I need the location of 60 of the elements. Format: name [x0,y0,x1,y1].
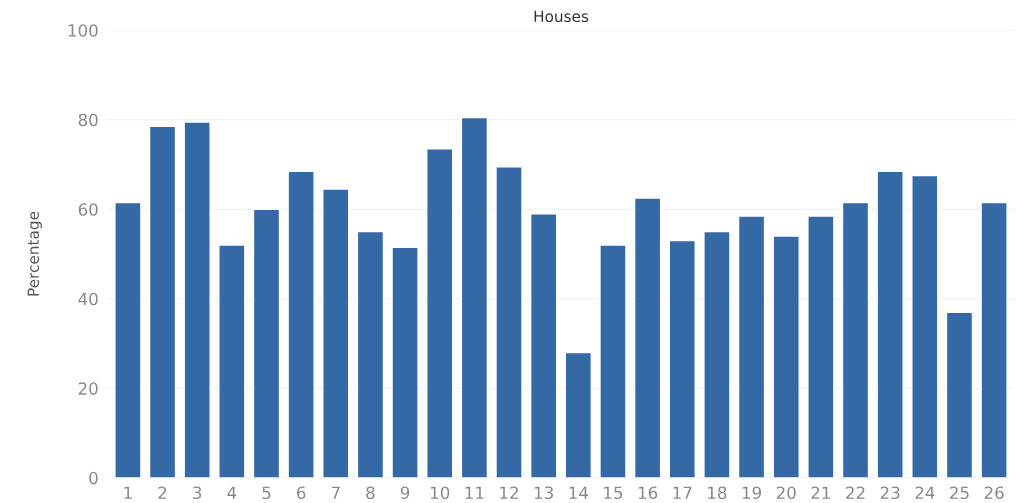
x-tick-label: 23 [880,486,900,500]
bar [391,246,419,478]
x-tick-label: 10 [430,486,450,500]
y-axis-title: Percentage [27,211,42,296]
bar [945,311,974,478]
x-tick-label: 11 [465,486,484,499]
bar [668,239,696,478]
x-tick-label: 25 [950,486,969,500]
x-tick-label: 6 [297,486,306,500]
x-tick-label: 14 [569,486,588,499]
y-tick-label: 20 [78,382,98,395]
bar [287,170,315,478]
bar [807,215,835,478]
x-tick-label: 20 [776,486,796,500]
bar [772,235,800,478]
y-tick-label: 100 [68,24,98,37]
chart-title: Houses [534,10,589,23]
x-tick-label: 2 [158,486,167,499]
bar [148,125,177,478]
bar [460,116,489,478]
x-tick-label: 9 [400,486,410,500]
x-tick-label: 7 [331,486,340,499]
x-tick-label: 16 [638,486,658,500]
x-tick-label: 19 [742,486,761,500]
bar [322,188,350,478]
x-tick-label: 1 [124,486,132,499]
x-tick-label: 8 [366,486,375,500]
x-tick-label: 15 [604,486,623,500]
bar [599,244,627,478]
bar [980,201,1008,478]
x-tick-label: 18 [708,486,727,500]
x-tick-label: 13 [534,486,553,500]
x-tick-label: 4 [227,486,237,499]
bar [564,351,593,478]
bar [495,166,523,478]
bar [633,197,662,478]
x-tick-label: 22 [846,486,865,499]
bar [114,201,142,478]
bar [911,174,939,478]
bar [703,230,731,478]
x-tick-label: 17 [673,486,692,499]
y-tick-label: 0 [89,471,98,485]
y-tick-label: 80 [78,113,98,127]
x-tick-label: 3 [193,486,202,500]
bar [183,121,211,478]
x-tick-label: 21 [811,486,830,499]
x-tick-label: 5 [262,486,271,500]
bar [841,201,870,478]
bar [737,215,766,478]
x-tick-label: 12 [500,486,518,499]
y-tick-label: 40 [78,292,98,306]
bar [876,170,904,478]
bar [252,208,281,478]
x-tick-label: 24 [915,486,935,499]
bar [426,148,454,478]
x-tick-label: 26 [984,486,1004,500]
bar [529,213,558,478]
bar [356,230,385,478]
bar [218,244,246,478]
y-tick-label: 60 [78,203,98,216]
